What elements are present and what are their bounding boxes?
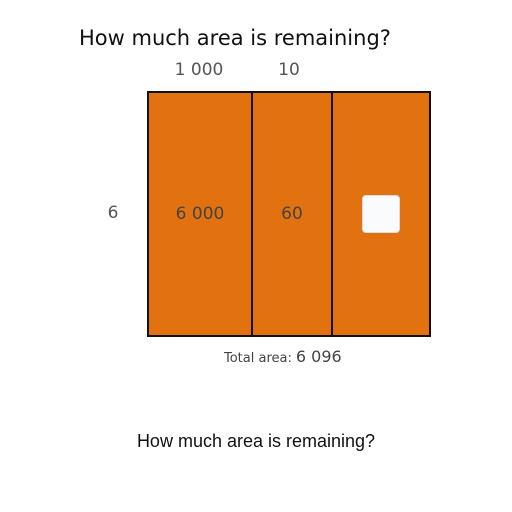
area-model: 6 000 60 — [147, 91, 431, 337]
area-cell-value: 60 — [281, 204, 303, 224]
area-cell-remaining — [331, 93, 429, 335]
area-cell-thousands: 6 000 — [149, 93, 251, 335]
column-label-thousands: 1 000 — [174, 60, 224, 80]
question-text: How much area is remaining? — [136, 431, 376, 451]
area-cell-value: 6 000 — [175, 204, 225, 224]
row-label: 6 — [107, 203, 119, 223]
total-area-value: 6 096 — [295, 347, 342, 366]
total-area-label: Total area: — [224, 351, 292, 366]
total-area: Total area: 6 096 — [224, 347, 342, 366]
column-label-tens: 10 — [278, 60, 300, 80]
page-title: How much area is remaining? — [79, 26, 391, 50]
answer-input-box[interactable] — [362, 195, 400, 233]
area-cell-tens: 60 — [251, 93, 331, 335]
